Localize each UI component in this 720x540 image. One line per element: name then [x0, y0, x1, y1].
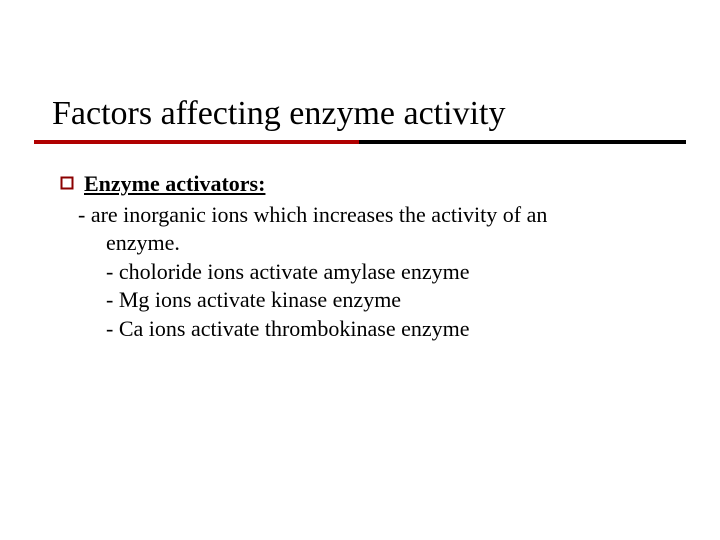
title-block: Factors affecting enzyme activity — [0, 0, 720, 132]
section-heading: Enzyme activators: — [84, 170, 265, 199]
body-line: - Mg ions activate kinase enzyme — [60, 286, 670, 315]
body-line: enzyme. — [60, 229, 670, 258]
hollow-square-icon — [60, 176, 74, 190]
bullet-row: Enzyme activators: — [60, 170, 670, 199]
slide-container: Factors affecting enzyme activity Enzyme… — [0, 0, 720, 540]
body-block: Enzyme activators: - are inorganic ions … — [60, 170, 670, 344]
body-line: - choloride ions activate amylase enzyme — [60, 258, 670, 287]
body-line: - Ca ions activate thrombokinase enzyme — [60, 315, 670, 344]
body-line: - are inorganic ions which increases the… — [60, 201, 670, 230]
horizontal-rule-accent — [34, 140, 359, 144]
slide-title: Factors affecting enzyme activity — [52, 95, 720, 132]
